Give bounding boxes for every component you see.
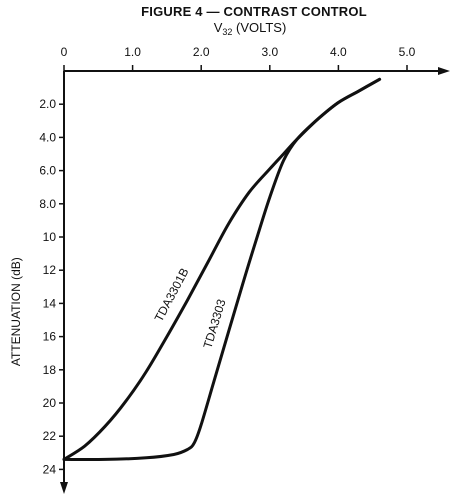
series-line-tda3301b — [62, 77, 382, 461]
y-tick-label: 2.0 — [39, 97, 56, 111]
y-tick-label: 24 — [43, 462, 57, 476]
series-line-tda3303 — [62, 77, 382, 462]
x-axis-label-unit: (VOLTS) — [232, 20, 287, 35]
x-tick-label: 4.0 — [330, 45, 347, 59]
x-tick-label: 0 — [61, 45, 68, 59]
x-axis-label-subscript: 32 — [222, 27, 233, 37]
series-label-tda3301b: TDA3301B — [152, 266, 192, 324]
y-tick-label: 18 — [43, 363, 57, 377]
x-tick-label: 5.0 — [399, 45, 416, 59]
x-axis-label-main: V — [213, 20, 223, 35]
y-tick-label: 8.0 — [39, 197, 56, 211]
x-axis-arrow — [438, 67, 450, 75]
y-axis-label: ATTENUATION (dB) — [9, 257, 23, 366]
y-tick-label: 10 — [43, 230, 57, 244]
y-tick-label: 14 — [43, 296, 57, 310]
y-tick-label: 20 — [43, 396, 57, 410]
x-tick-label: 1.0 — [124, 45, 141, 59]
y-tick-label: 4.0 — [39, 130, 56, 144]
y-tick-label: 22 — [43, 429, 57, 443]
y-tick-label: 6.0 — [39, 164, 56, 178]
x-tick-label: 3.0 — [261, 45, 278, 59]
y-tick-label: 16 — [43, 330, 57, 344]
chart-title: FIGURE 4 — CONTRAST CONTROL — [141, 4, 367, 19]
x-axis-label: V32 (VOLTS) — [40, 20, 457, 37]
y-tick-label: 12 — [43, 263, 57, 277]
y-axis-arrow — [60, 482, 68, 494]
x-tick-label: 2.0 — [193, 45, 210, 59]
